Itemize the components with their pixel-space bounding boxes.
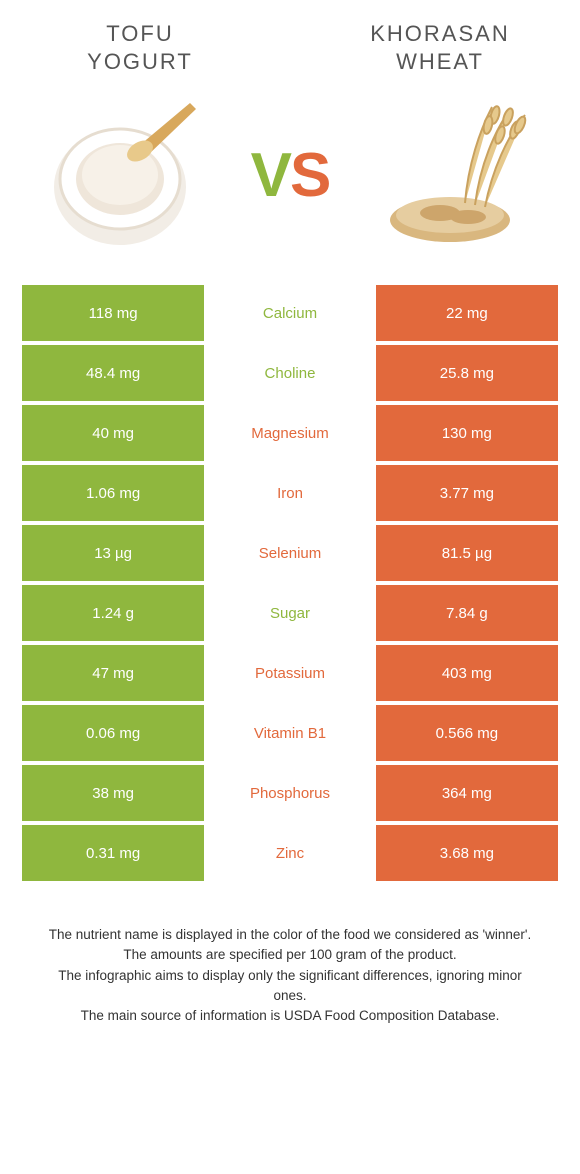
- right-value: 22 mg: [376, 285, 558, 341]
- nutrient-row: 40 mgMagnesium130 mg: [22, 405, 558, 461]
- header-titles: TOFUYOGURT KHORASANWHEAT: [10, 20, 570, 95]
- nutrient-name: Zinc: [204, 825, 376, 881]
- nutrient-row: 118 mgCalcium22 mg: [22, 285, 558, 341]
- left-value: 0.31 mg: [22, 825, 204, 881]
- left-value: 1.24 g: [22, 585, 204, 641]
- nutrient-name: Vitamin B1: [204, 705, 376, 761]
- image-row: VS: [10, 95, 570, 285]
- right-value: 403 mg: [376, 645, 558, 701]
- nutrient-row: 48.4 mgCholine25.8 mg: [22, 345, 558, 401]
- nutrient-name: Phosphorus: [204, 765, 376, 821]
- right-food-title: KHORASANWHEAT: [340, 20, 540, 75]
- vs-v: V: [251, 141, 290, 210]
- nutrient-name: Iron: [204, 465, 376, 521]
- nutrient-row: 1.06 mgIron3.77 mg: [22, 465, 558, 521]
- nutrient-row: 47 mgPotassium403 mg: [22, 645, 558, 701]
- nutrient-name: Sugar: [204, 585, 376, 641]
- nutrient-row: 0.06 mgVitamin B10.566 mg: [22, 705, 558, 761]
- left-value: 0.06 mg: [22, 705, 204, 761]
- right-food-image: [380, 95, 540, 255]
- nutrient-name: Selenium: [204, 525, 376, 581]
- vs-label: VS: [251, 140, 330, 211]
- nutrient-row: 0.31 mgZinc3.68 mg: [22, 825, 558, 881]
- left-value: 47 mg: [22, 645, 204, 701]
- left-value: 13 µg: [22, 525, 204, 581]
- footnote-line: The nutrient name is displayed in the co…: [40, 925, 540, 945]
- footnote-line: The main source of information is USDA F…: [40, 1006, 540, 1026]
- right-value: 3.77 mg: [376, 465, 558, 521]
- nutrient-table: 118 mgCalcium22 mg48.4 mgCholine25.8 mg4…: [10, 285, 570, 881]
- right-value: 7.84 g: [376, 585, 558, 641]
- right-value: 3.68 mg: [376, 825, 558, 881]
- left-food-title: TOFUYOGURT: [40, 20, 240, 75]
- right-value: 364 mg: [376, 765, 558, 821]
- left-value: 38 mg: [22, 765, 204, 821]
- left-value: 1.06 mg: [22, 465, 204, 521]
- footnotes: The nutrient name is displayed in the co…: [10, 885, 570, 1026]
- nutrient-name: Potassium: [204, 645, 376, 701]
- left-food-image: [40, 95, 200, 255]
- vs-s: S: [290, 141, 329, 210]
- nutrient-row: 38 mgPhosphorus364 mg: [22, 765, 558, 821]
- left-value: 118 mg: [22, 285, 204, 341]
- nutrient-name: Calcium: [204, 285, 376, 341]
- infographic-container: TOFUYOGURT KHORASANWHEAT VS: [0, 0, 580, 1056]
- right-value: 0.566 mg: [376, 705, 558, 761]
- nutrient-name: Magnesium: [204, 405, 376, 461]
- right-value: 81.5 µg: [376, 525, 558, 581]
- left-value: 40 mg: [22, 405, 204, 461]
- left-value: 48.4 mg: [22, 345, 204, 401]
- footnote-line: The amounts are specified per 100 gram o…: [40, 945, 540, 965]
- footnote-line: The infographic aims to display only the…: [40, 966, 540, 1007]
- nutrient-row: 1.24 gSugar7.84 g: [22, 585, 558, 641]
- right-value: 130 mg: [376, 405, 558, 461]
- right-value: 25.8 mg: [376, 345, 558, 401]
- nutrient-name: Choline: [204, 345, 376, 401]
- nutrient-row: 13 µgSelenium81.5 µg: [22, 525, 558, 581]
